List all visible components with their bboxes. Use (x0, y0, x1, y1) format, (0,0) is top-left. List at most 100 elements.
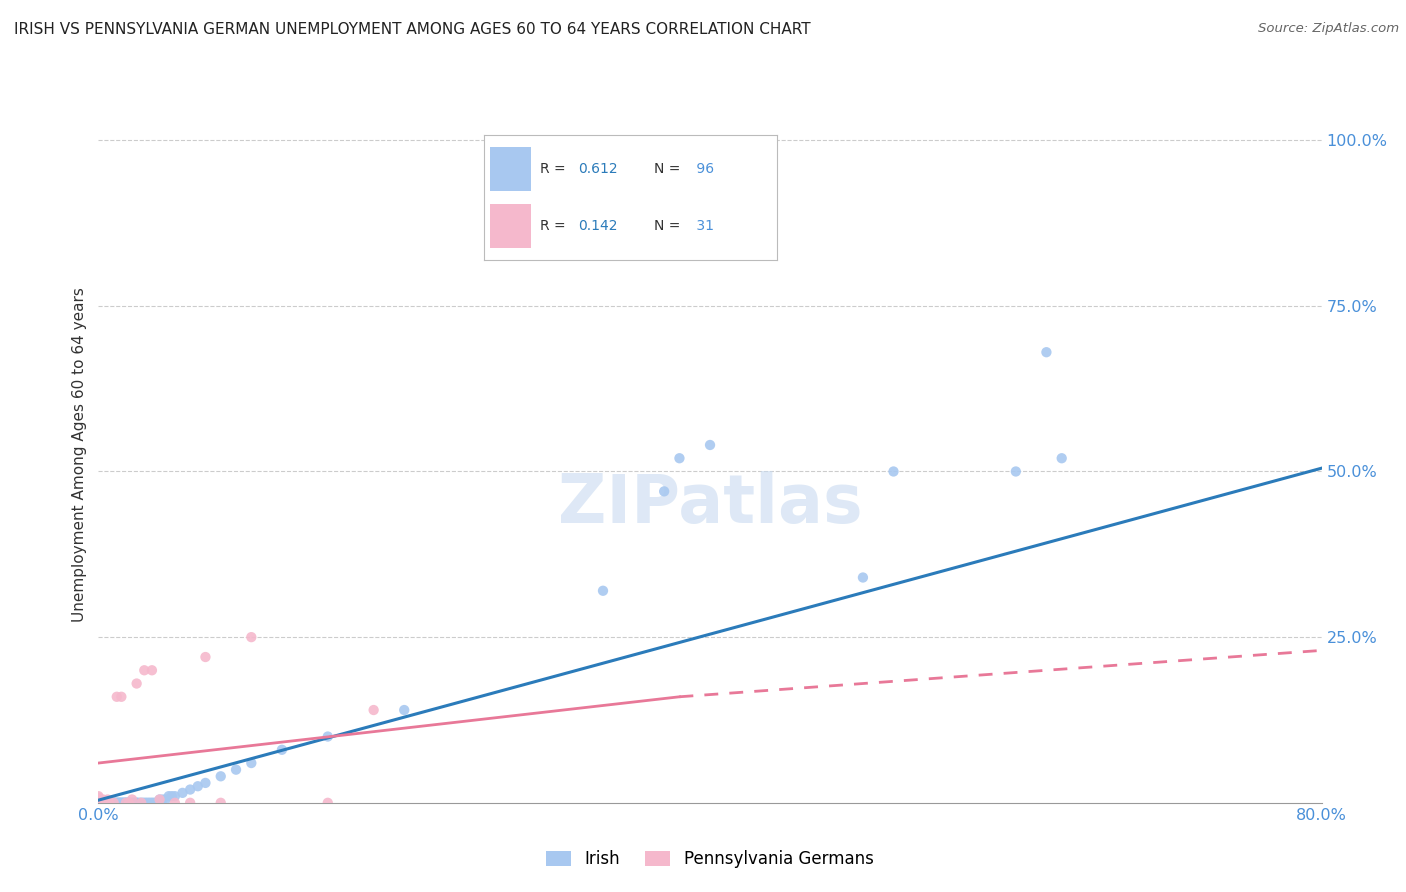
Point (87, 796, 110, 810)
Text: Source: ZipAtlas.com: Source: ZipAtlas.com (1258, 22, 1399, 36)
Point (98, 796, 121, 810)
Point (1050, 451, 1073, 466)
Point (111, 796, 134, 810)
Y-axis label: Unemployment Among Ages 60 to 64 years: Unemployment Among Ages 60 to 64 years (72, 287, 87, 623)
Point (592, 583, 614, 598)
Point (107, 796, 129, 810)
Point (124, 796, 146, 810)
Point (125, 796, 148, 810)
Point (152, 792, 174, 806)
Point (87, 796, 110, 810)
Point (149, 792, 172, 806)
Point (115, 796, 138, 810)
Point (104, 796, 127, 810)
Point (91, 796, 114, 810)
Point (194, 650, 217, 665)
Point (138, 796, 160, 810)
Point (143, 796, 166, 810)
Point (142, 796, 165, 810)
Point (883, 465, 905, 479)
Point (179, 796, 201, 810)
Point (187, 779, 209, 793)
Point (110, 690, 132, 704)
Legend: Irish, Pennsylvania Germans: Irish, Pennsylvania Germans (540, 843, 880, 874)
Point (125, 676, 148, 690)
Point (194, 776, 217, 790)
Point (852, 570, 875, 584)
Point (87, 792, 110, 806)
Point (93, 796, 115, 810)
Point (104, 796, 127, 810)
Point (134, 796, 156, 810)
Point (87, 796, 110, 810)
Point (316, 796, 339, 810)
Point (209, 796, 232, 810)
Point (225, 763, 247, 777)
Point (160, 789, 183, 804)
Point (110, 796, 132, 810)
Point (94, 796, 117, 810)
Point (93, 796, 115, 810)
Point (209, 769, 232, 783)
Point (240, 756, 263, 770)
Point (129, 796, 152, 810)
Point (127, 796, 149, 810)
Point (179, 782, 201, 797)
Point (128, 796, 150, 810)
Point (125, 796, 148, 810)
Point (97, 796, 120, 810)
Point (136, 796, 159, 810)
Point (90, 796, 112, 810)
Point (105, 796, 128, 810)
Point (100, 796, 122, 810)
Point (87, 789, 110, 804)
Point (87, 796, 110, 810)
Point (135, 796, 157, 810)
Point (90, 796, 112, 810)
Point (145, 796, 167, 810)
Point (90, 796, 112, 810)
Point (93, 796, 115, 810)
Point (155, 792, 177, 806)
Point (392, 703, 416, 717)
Point (699, 438, 721, 452)
Point (363, 703, 385, 717)
Point (97, 796, 120, 810)
Point (129, 796, 152, 810)
Point (1004, 465, 1026, 479)
Point (157, 789, 180, 804)
Point (87, 796, 110, 810)
Point (111, 796, 134, 810)
Point (100, 796, 122, 810)
Point (101, 796, 124, 810)
Point (87, 796, 110, 810)
Point (132, 796, 155, 810)
Point (141, 663, 163, 677)
Point (91, 796, 114, 810)
Point (97, 792, 120, 806)
Point (652, 484, 675, 499)
Point (94, 796, 117, 810)
Point (112, 796, 135, 810)
Point (108, 796, 131, 810)
Point (172, 786, 194, 800)
Text: IRISH VS PENNSYLVANIA GERMAN UNEMPLOYMENT AMONG AGES 60 TO 64 YEARS CORRELATION : IRISH VS PENNSYLVANIA GERMAN UNEMPLOYMEN… (14, 22, 811, 37)
Point (105, 690, 128, 704)
Point (120, 796, 142, 810)
Point (121, 792, 143, 806)
Point (87, 796, 110, 810)
Point (163, 796, 186, 810)
Point (115, 796, 138, 810)
Point (87, 796, 110, 810)
Point (87, 796, 110, 810)
Point (98, 796, 121, 810)
Point (1035, 345, 1057, 359)
Point (87, 796, 110, 810)
Point (87, 796, 110, 810)
Point (117, 796, 139, 810)
Point (117, 796, 139, 810)
Point (93, 796, 115, 810)
Point (94, 796, 117, 810)
Point (163, 789, 186, 804)
Point (87, 796, 110, 810)
